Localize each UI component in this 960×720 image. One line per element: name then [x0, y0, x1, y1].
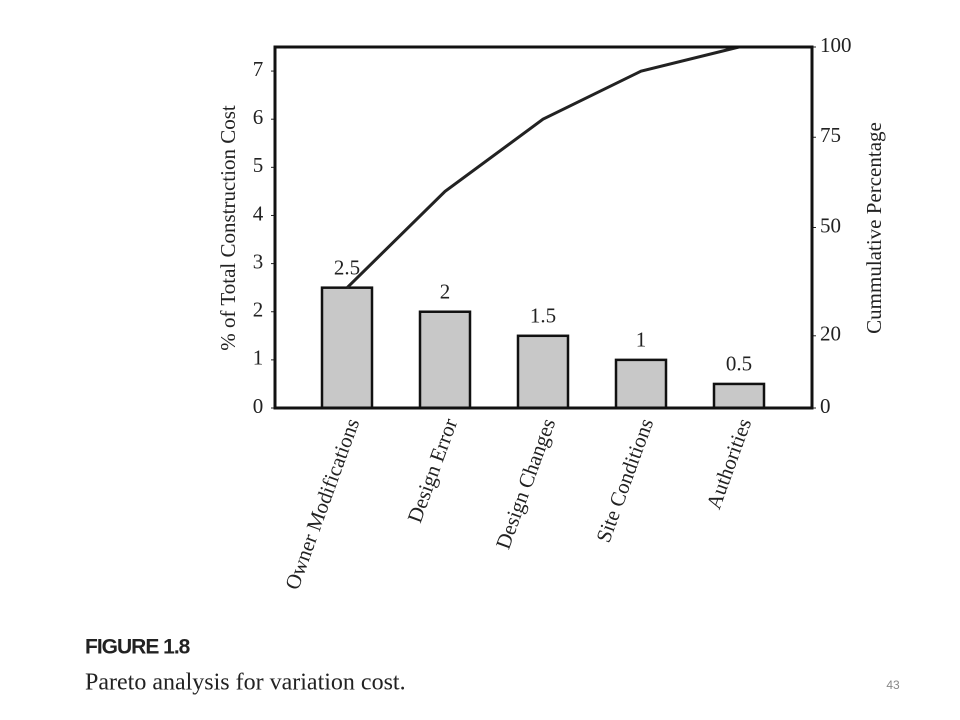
value-label: 1 — [636, 328, 647, 352]
y-tick-label: 2 — [253, 298, 264, 322]
x-tick-label: Owner Modifications — [280, 415, 364, 593]
y-tick-label: 7 — [253, 57, 264, 81]
value-label: 1.5 — [530, 304, 556, 328]
y-tick-label: 4 — [253, 201, 264, 225]
bar — [320, 286, 374, 410]
y-tick-label: 6 — [253, 105, 264, 129]
y2-tick-label: 0 — [820, 394, 831, 418]
x-tick-label: Site Conditions — [591, 415, 658, 545]
y-tick-label: 5 — [253, 153, 264, 177]
y-tick-label: 3 — [253, 249, 264, 273]
bar — [712, 382, 766, 410]
value-label: 0.5 — [726, 352, 752, 376]
value-label: 2.5 — [334, 255, 360, 279]
cumulative-line — [345, 45, 740, 289]
y2-tick-label: 50 — [820, 213, 841, 237]
y2-tick-label: 20 — [820, 322, 841, 346]
y-tick-label: 0 — [253, 394, 264, 418]
x-tick-label: Authorities — [701, 415, 756, 512]
figure-label: FIGURE 1.8 — [85, 636, 191, 659]
bar — [614, 358, 668, 410]
bar — [418, 310, 472, 410]
y-tick-label: 1 — [253, 346, 264, 370]
plot-frame — [273, 45, 814, 410]
y-axis-label: % of Total Construction Cost — [216, 105, 240, 351]
bar — [516, 334, 570, 410]
x-tick-label: Design Error — [402, 415, 462, 526]
y2-axis-label: Cummulative Percentage — [862, 122, 886, 334]
y2-tick-label: 75 — [820, 123, 841, 147]
figure-caption: Pareto analysis for variation cost. — [85, 670, 406, 696]
value-label: 2 — [440, 280, 451, 304]
x-tick-label: Design Changes — [491, 415, 560, 552]
y2-tick-label: 100 — [820, 33, 852, 57]
page-number: 43 — [886, 678, 900, 692]
